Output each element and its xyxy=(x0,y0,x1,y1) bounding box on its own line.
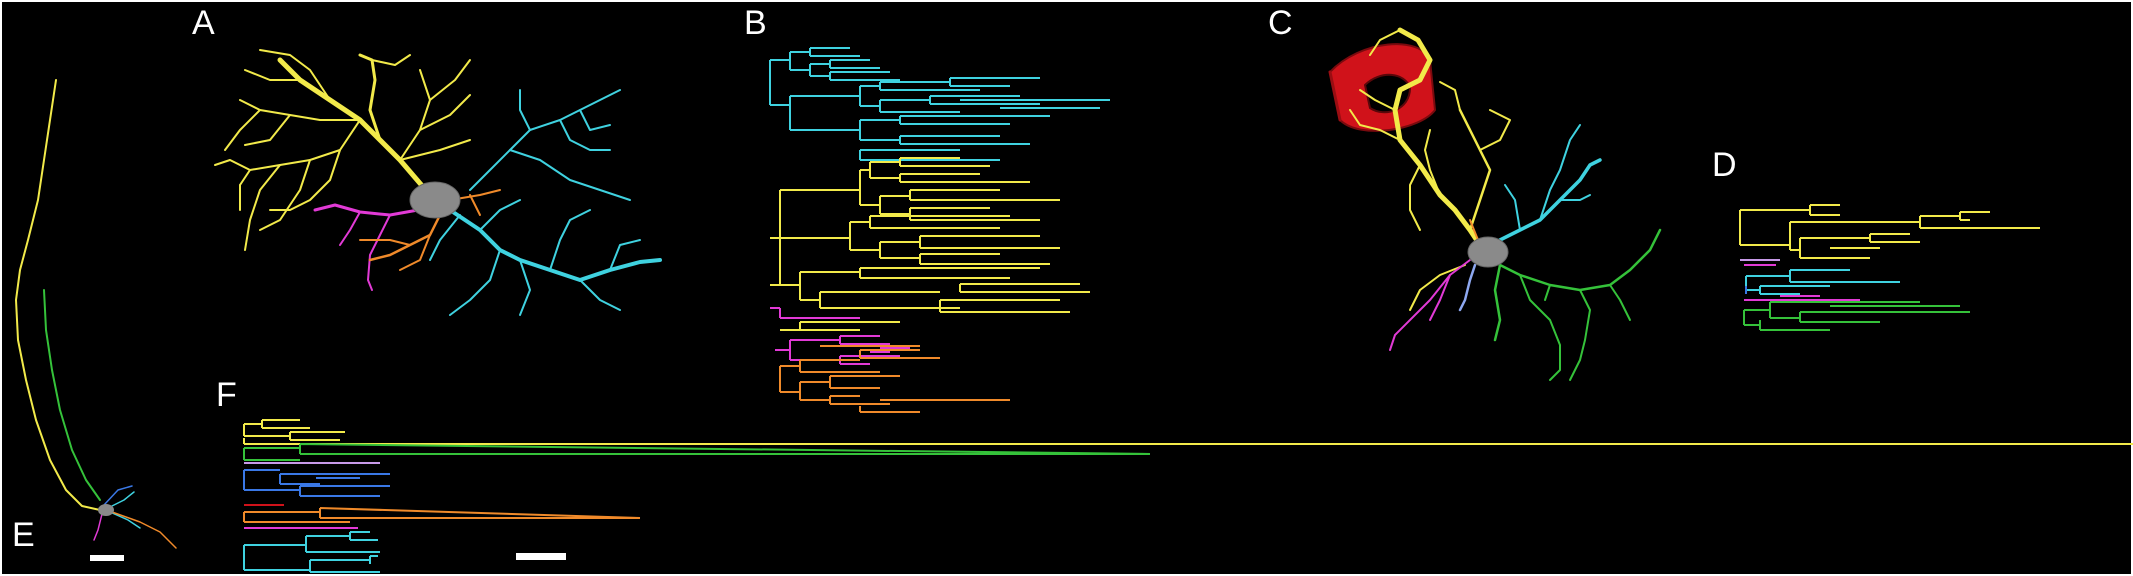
d-magenta-branch-2 xyxy=(1744,295,1860,301)
e-orange-branch xyxy=(111,511,177,549)
panel-label-b: B xyxy=(744,4,767,42)
e-yellow-axon xyxy=(15,79,101,511)
panel-a-neuron xyxy=(214,49,662,316)
panel-label-c: C xyxy=(1268,4,1293,42)
panel-f-dendrogram xyxy=(243,419,2133,573)
c-magenta-dendrites xyxy=(1389,259,1471,351)
a-soma xyxy=(409,181,461,219)
c-green-dendrites xyxy=(1493,228,1662,381)
d-yellow-subtree xyxy=(1739,204,2040,259)
f-cyan-subtree xyxy=(243,531,380,573)
a-cyan-dendrites xyxy=(429,89,662,316)
panel-label-f: F xyxy=(216,376,237,414)
panel-c-neuron xyxy=(1328,27,1662,381)
e-blue-branch xyxy=(103,485,133,506)
e-soma xyxy=(98,504,114,516)
panel-label-e: E xyxy=(12,516,35,554)
f-blue-subtree xyxy=(243,469,390,497)
c-blue-branch xyxy=(1458,263,1477,312)
e-cyan-branch xyxy=(107,491,141,529)
panel-b-dendrogram xyxy=(769,47,1110,413)
f-yellow-subtree xyxy=(243,419,2133,445)
b-orange-subtree xyxy=(779,345,1010,413)
b-magenta-subtree xyxy=(770,307,910,365)
c-orange-branch xyxy=(1469,219,1479,241)
c-red-cylinder xyxy=(1328,43,1436,132)
d-cyan-subtree xyxy=(1745,269,1900,295)
panel-e-neuron xyxy=(15,79,177,549)
a-magenta-dendrites xyxy=(313,203,420,291)
f-orange-subtree xyxy=(243,507,641,523)
e-magenta-branch xyxy=(93,513,103,541)
b-cyan-subtree xyxy=(769,47,1110,161)
f-green-subtree xyxy=(243,443,1151,461)
e-scale-bar xyxy=(90,555,124,561)
panel-label-a: A xyxy=(192,4,215,42)
c-soma xyxy=(1467,236,1509,268)
c-yellow-dendrites xyxy=(1349,27,1511,311)
e-green-branch xyxy=(43,289,101,501)
f-scale-bar xyxy=(516,553,566,560)
b-yellow-subtree xyxy=(770,157,1090,331)
panel-label-d: D xyxy=(1712,146,1737,184)
c-cyan-dendrites xyxy=(1498,124,1602,242)
a-yellow-dendrites xyxy=(214,49,471,251)
panel-d-dendrogram xyxy=(1739,204,2040,331)
d-green-subtree xyxy=(1743,301,1970,331)
